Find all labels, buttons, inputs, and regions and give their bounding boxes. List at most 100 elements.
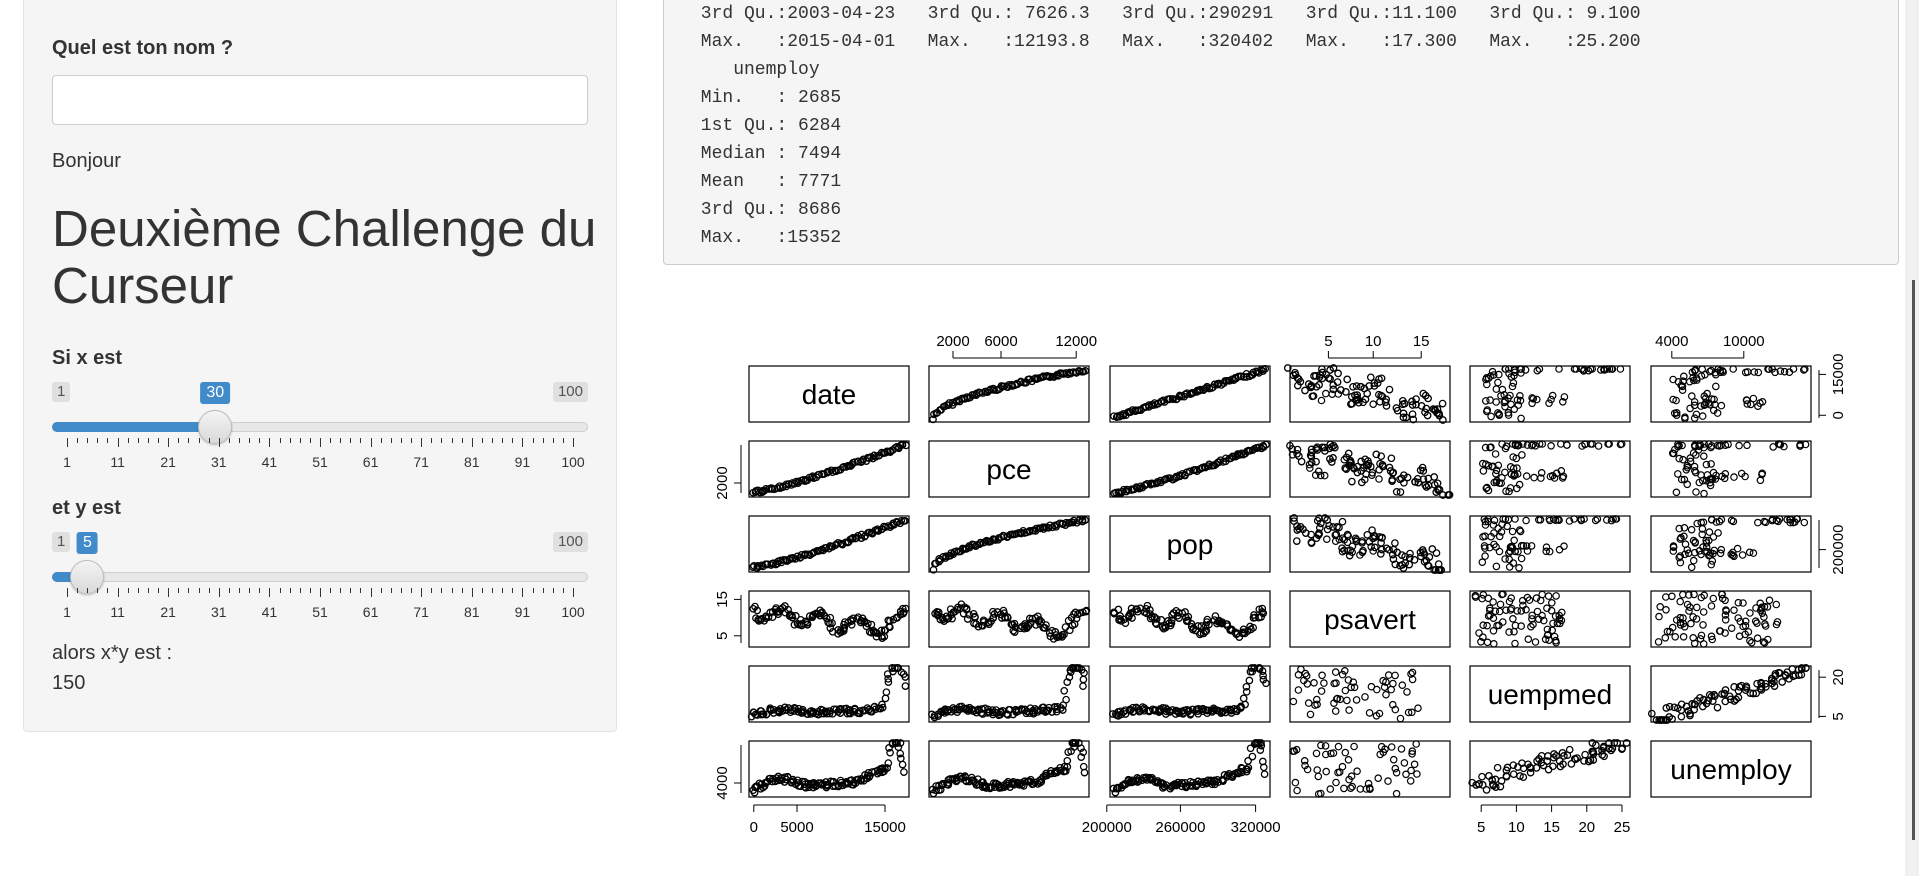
scatter-point [1188, 389, 1196, 397]
slider-y[interactable]: 1 100 5 1 11 21 31 41 51 61 71 81 91 100 [52, 532, 588, 632]
scatter-point [1065, 673, 1074, 682]
scatter-point [1697, 471, 1705, 479]
scatter-point [1479, 467, 1488, 475]
scatter-point [1544, 592, 1553, 600]
scatter-point [1076, 515, 1084, 524]
scatter-point [1661, 633, 1670, 642]
scatter-point [846, 706, 854, 714]
scatter-point [1304, 380, 1313, 388]
scatter-point [1600, 742, 1608, 751]
page-scrollbar-thumb[interactable] [1912, 280, 1915, 840]
scatter-point [1504, 515, 1513, 524]
scatter-point [1768, 679, 1776, 688]
scatter-point [1246, 744, 1255, 753]
scatter-point [1256, 746, 1265, 754]
scatter-point [1318, 374, 1327, 383]
scatter-point [1510, 365, 1519, 374]
scatter-point [1775, 440, 1784, 448]
scatter-point [1114, 712, 1123, 720]
scatter-point [808, 612, 817, 621]
scatter-point [844, 618, 852, 627]
scatter-point [1757, 682, 1766, 691]
scatter-point [1013, 778, 1022, 787]
slider-tick [208, 438, 210, 443]
axis-tick-label: 2000 [714, 466, 731, 499]
scatter-point [814, 610, 822, 618]
scatter-point [1737, 469, 1746, 478]
scatter-point [940, 706, 949, 714]
scatter-point [1239, 450, 1248, 459]
scatter-point [1332, 778, 1340, 787]
scatter-point [1312, 382, 1321, 391]
scatter-point [1075, 664, 1083, 672]
scatter-point [1567, 760, 1576, 768]
scatter-point [1433, 409, 1441, 417]
scatter-point [886, 523, 895, 532]
scatter-point [1250, 664, 1259, 672]
scatter-point [1677, 712, 1686, 721]
scatter-point [1616, 365, 1625, 373]
scatter-point [1434, 486, 1442, 494]
scatter-point [1385, 385, 1394, 394]
scatter-point [1768, 515, 1777, 524]
scatter-point [1511, 515, 1519, 523]
scatter-point [1699, 640, 1708, 648]
scatter-point [1258, 667, 1267, 675]
scatter-point [1693, 697, 1701, 705]
scatter-point [1036, 620, 1045, 629]
scatter-point [952, 397, 961, 406]
scatter-point [1725, 692, 1734, 701]
scatter-point [1494, 378, 1502, 387]
scatter-point [1555, 545, 1564, 554]
scatter-point [1321, 514, 1329, 522]
scatter-point [1382, 402, 1391, 410]
scatter-point [962, 545, 971, 553]
scatter-point [1501, 402, 1509, 411]
scatter-point [937, 781, 946, 790]
scatter-point [930, 713, 939, 722]
scatter-point [1756, 476, 1765, 485]
scatter-point [1186, 710, 1195, 719]
slider-x[interactable]: 1 100 30 1 11 21 31 41 51 61 71 81 91 100 [52, 382, 588, 482]
scatter-point [1551, 612, 1560, 620]
scatter-point [1039, 773, 1048, 781]
scatter-point [1052, 631, 1061, 639]
scatter-point [1507, 594, 1516, 602]
scatter-point [1577, 365, 1586, 373]
scatter-point [1411, 477, 1419, 486]
scatter-point [1714, 529, 1722, 537]
scatter-point [1371, 543, 1379, 552]
scatter-point [986, 784, 994, 793]
scatter-point [1545, 547, 1554, 556]
slider-x-fill [52, 422, 216, 432]
scatter-point [1514, 763, 1522, 771]
scatter-point [1586, 440, 1595, 448]
scatter-point [1600, 366, 1609, 374]
slider-tick-label: 21 [160, 454, 176, 470]
slider-x-handle[interactable] [198, 410, 233, 444]
slider-y-track[interactable] [52, 572, 588, 582]
scatter-point [1555, 365, 1563, 373]
scatter-point [964, 394, 972, 403]
scatter-point [1056, 632, 1065, 641]
scatter-point [1511, 547, 1519, 556]
scatter-point [821, 707, 829, 716]
slider-tick-label: 51 [312, 454, 328, 470]
name-input[interactable] [52, 75, 588, 125]
scatter-point [989, 779, 998, 788]
scatter-point [1687, 525, 1696, 534]
scatter-point [1174, 608, 1183, 617]
summary-line: 3rd Qu.:2003-04-23 3rd Qu.: 7626.3 3rd Q… [690, 4, 1641, 24]
scatter-point [1765, 365, 1773, 374]
scatter-point [791, 612, 800, 620]
scatter-point [1741, 617, 1750, 626]
scatter-point [1045, 372, 1053, 381]
scatter-point [1481, 517, 1490, 526]
scatter-point [1141, 402, 1150, 411]
scatter-point [774, 707, 783, 716]
scatter-point [896, 739, 905, 747]
scatter-point [1208, 708, 1216, 716]
scatter-point [1160, 782, 1168, 791]
scatter-point [1059, 370, 1068, 378]
scatter-point [1525, 596, 1534, 604]
